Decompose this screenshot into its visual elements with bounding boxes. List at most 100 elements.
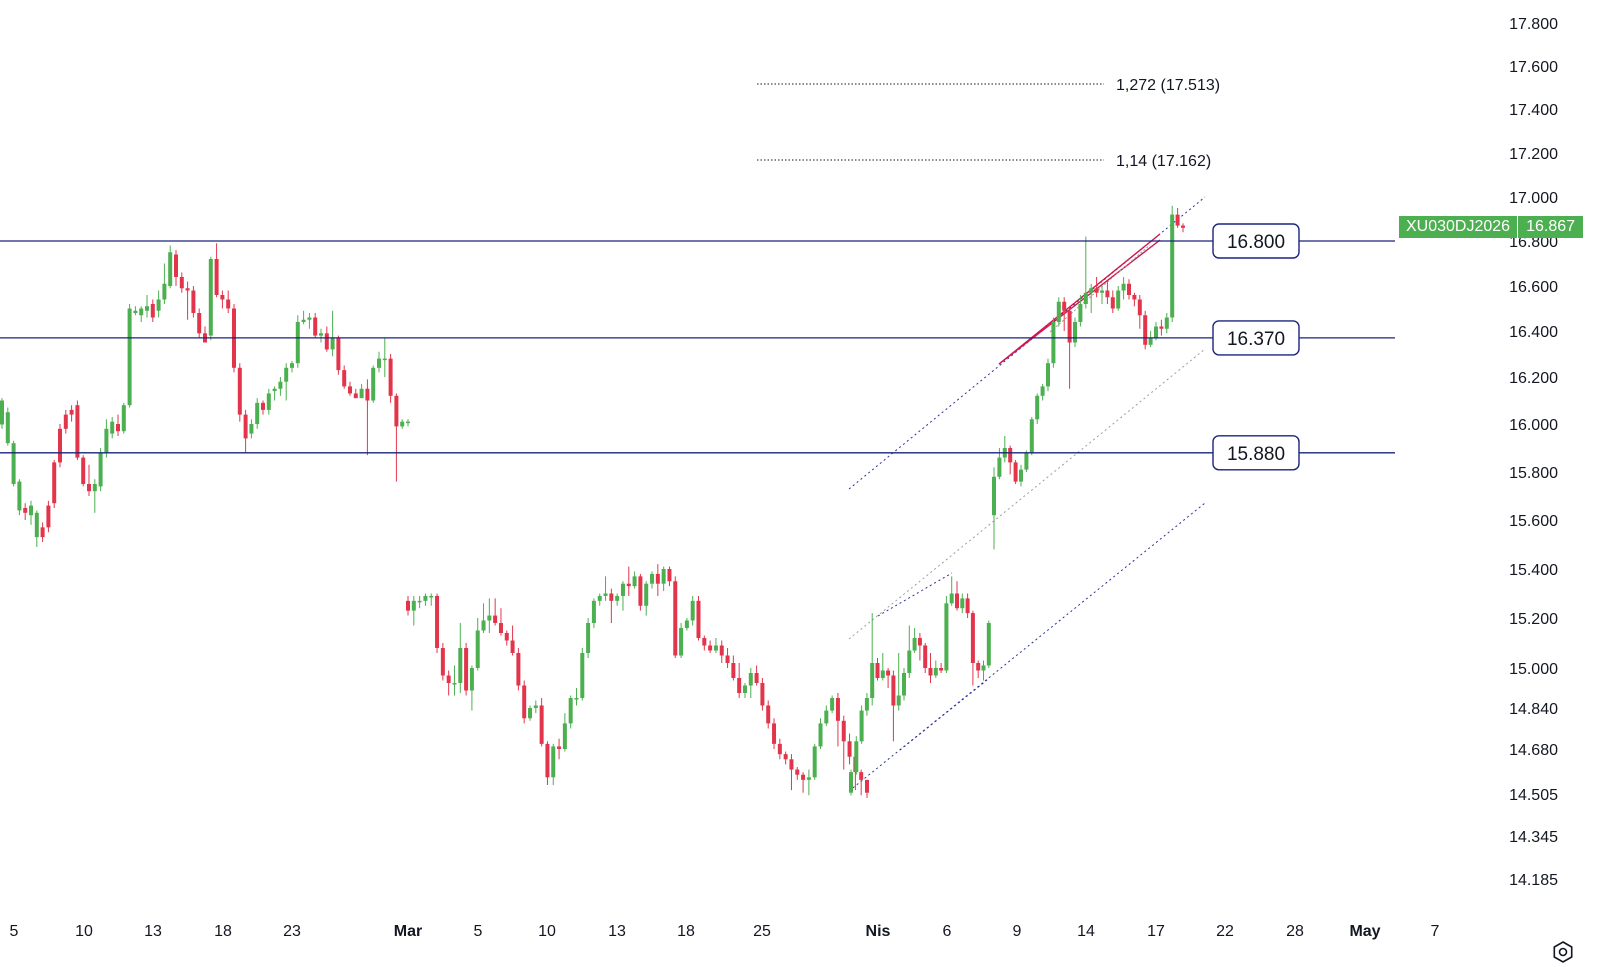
candle-body [412, 601, 416, 611]
candle [46, 501, 50, 532]
candle-body [557, 746, 561, 749]
candle [336, 336, 340, 375]
candle [284, 363, 288, 400]
candle-body [482, 621, 486, 631]
candle [499, 608, 503, 635]
candle-body [81, 458, 85, 484]
candle-body [1105, 291, 1109, 298]
candle-body [29, 506, 33, 516]
candle-body [865, 780, 869, 793]
candle-body [923, 646, 927, 669]
candle [1084, 237, 1088, 309]
candle-body [191, 291, 195, 314]
candle-body [987, 623, 991, 666]
fib-label: 1,14 (17.162) [1116, 153, 1211, 170]
candle-body [778, 744, 782, 754]
candle-body [1024, 453, 1028, 470]
candle-body [336, 338, 340, 370]
candle [186, 282, 190, 320]
candle [70, 405, 74, 421]
candle-body [418, 601, 422, 603]
candle-body [325, 333, 329, 349]
candle [907, 626, 911, 679]
candle-body [848, 741, 852, 756]
candle-body [604, 594, 608, 596]
candle [714, 638, 718, 653]
candle-body [406, 422, 410, 424]
candle-body [824, 711, 828, 724]
candle-body [836, 698, 840, 721]
candle [784, 752, 788, 765]
candle-body [656, 574, 660, 584]
candle-body [1008, 448, 1012, 462]
candle [830, 696, 834, 714]
candle-body [215, 259, 219, 295]
candle [319, 329, 323, 343]
candle [215, 243, 219, 297]
candle-body [1159, 327, 1163, 329]
candle [955, 581, 959, 610]
candle-body [929, 668, 933, 676]
x-tick-label: 17 [1147, 923, 1165, 940]
candle-body [1116, 291, 1120, 309]
x-tick-label: 5 [474, 923, 483, 940]
candle [569, 696, 573, 729]
candle-body [691, 601, 695, 621]
candle-body [621, 584, 625, 596]
y-tick-label: 14.505 [1509, 787, 1558, 804]
y-tick-label: 15.200 [1509, 611, 1558, 628]
candle [487, 598, 491, 633]
candle [691, 596, 695, 626]
candle [377, 352, 381, 373]
level-16.800: 16.800 [0, 224, 1395, 258]
candle-body [116, 424, 120, 431]
candle [813, 744, 817, 780]
candle-body [255, 403, 259, 424]
candle-body [1019, 470, 1023, 482]
candle [157, 291, 161, 318]
y-tick-label: 17.000 [1509, 190, 1558, 207]
candle-body [180, 277, 184, 288]
candle-body [966, 598, 970, 613]
y-tick-label: 14.185 [1509, 872, 1558, 889]
candle [534, 701, 538, 714]
candle [886, 668, 890, 688]
y-tick-label: 14.680 [1509, 742, 1558, 759]
candle-body [307, 318, 311, 320]
candle-body [784, 754, 788, 759]
candle [976, 661, 980, 679]
candle [891, 671, 895, 742]
candle [656, 564, 660, 596]
candle [586, 618, 590, 658]
candle-body [383, 359, 387, 361]
candle [313, 313, 317, 338]
candle-body [944, 603, 948, 670]
candle [633, 571, 637, 588]
candle [679, 623, 683, 658]
gear-icon[interactable] [1548, 937, 1578, 967]
candle [604, 576, 608, 601]
candle [807, 770, 811, 796]
candle-body [633, 576, 637, 586]
candle-body [714, 646, 718, 651]
level-label: 15.880 [1227, 444, 1285, 465]
y-tick-label: 14.345 [1509, 829, 1558, 846]
y-tick-label: 15.400 [1509, 562, 1558, 579]
candle-body [563, 723, 567, 749]
candle-body [17, 482, 21, 511]
candle [371, 366, 375, 403]
candle [203, 327, 207, 343]
candle-body [64, 415, 68, 429]
x-tick-label: 9 [1013, 923, 1022, 940]
candle-body [1149, 338, 1153, 345]
candle [52, 460, 56, 508]
candle [354, 389, 358, 398]
candle [1046, 359, 1050, 392]
candle-body [354, 393, 358, 398]
candle [1181, 223, 1185, 232]
candle-body [1170, 215, 1174, 318]
candle-body [1051, 322, 1055, 363]
candle [93, 479, 97, 513]
y-tick-label: 15.000 [1509, 661, 1558, 678]
